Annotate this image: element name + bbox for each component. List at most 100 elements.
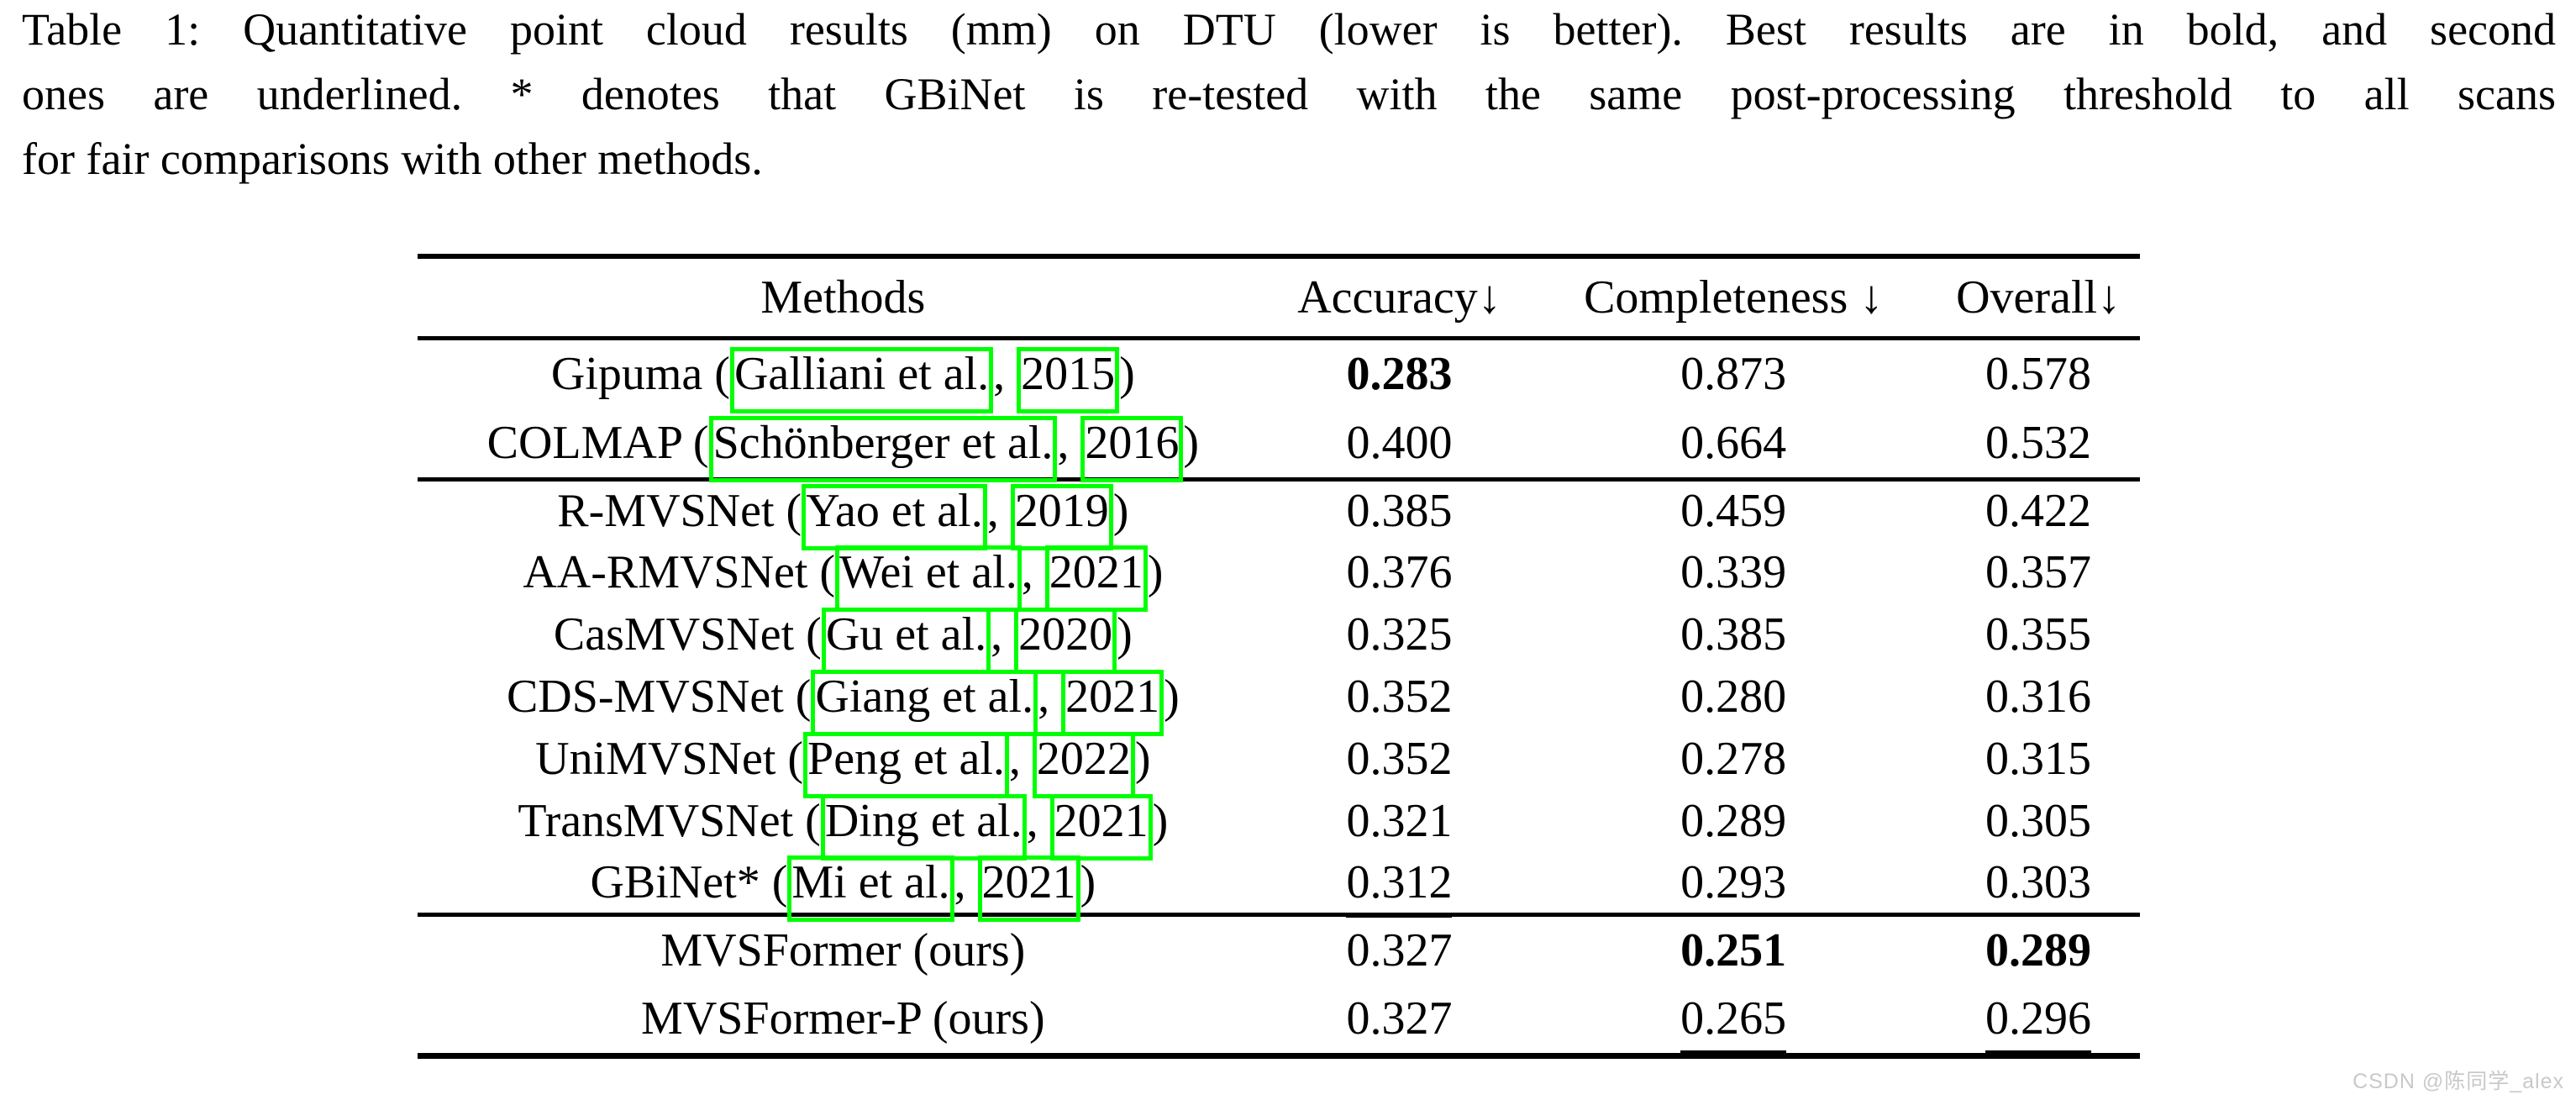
method-cell: COLMAP (Schönberger et al., 2016)	[486, 416, 1200, 469]
metric-value: 0.251	[1680, 924, 1787, 977]
table-group-ours: MVSFormer (ours) 0.327 0.251 0.289 MVSFormer…	[418, 914, 2140, 1055]
metric-value: 0.305	[1985, 795, 2092, 847]
table-group-traditional: Gipuma (Galliani et al., 2015) 0.283 0.873…	[418, 338, 2140, 479]
citation-year-link-box[interactable]: 2022	[1036, 733, 1131, 785]
value-cell: 0.873	[1530, 338, 1937, 408]
value-cell: 0.315	[1937, 728, 2140, 790]
citation-year-link-box[interactable]: 2015	[1021, 348, 1116, 401]
metric-value: 0.664	[1680, 416, 1787, 469]
value-cell: 0.532	[1937, 408, 2140, 479]
value-cell: 0.325	[1269, 603, 1531, 666]
value-cell: 0.376	[1269, 541, 1531, 603]
header-methods: Methods	[760, 271, 926, 324]
metric-value: 0.321	[1346, 795, 1453, 847]
table-row: UniMVSNet (Peng et al., 2022) 0.352 0.278 0…	[418, 728, 2140, 790]
value-cell: 0.578	[1937, 338, 2140, 408]
metric-value: 0.422	[1985, 485, 2092, 538]
metric-value: 0.283	[1346, 348, 1453, 401]
method-cell: AA-RMVSNet (Wei et al., 2021)	[523, 546, 1164, 598]
metric-value: 0.280	[1680, 671, 1787, 723]
value-cell: 0.357	[1937, 541, 2140, 603]
table-row: R-MVSNet (Yao et al., 2019) 0.385 0.459 0.4…	[418, 479, 2140, 541]
metric-value: 0.459	[1680, 485, 1787, 538]
table-row: CasMVSNet (Gu et al., 2020) 0.325 0.385 0.3…	[418, 603, 2140, 666]
citation-author-link-box[interactable]: Wei et al.	[839, 546, 1017, 598]
value-cell: 0.312	[1269, 852, 1531, 918]
method-cell: GBiNet* (Mi et al., 2021)	[590, 855, 1096, 908]
citation-author-link-box[interactable]: Galliani et al.	[733, 348, 990, 401]
citation-author-link-box[interactable]: Schönberger et al.	[712, 416, 1054, 469]
metric-value: 0.327	[1346, 924, 1453, 977]
metric-value: 0.376	[1346, 546, 1453, 598]
metric-value: 0.357	[1985, 546, 2092, 598]
citation-author-link-box[interactable]: Ding et al.	[824, 795, 1023, 847]
citation-year-link-box[interactable]: 2016	[1085, 416, 1180, 469]
metric-value: 0.327	[1346, 992, 1453, 1045]
value-cell: 0.265	[1530, 985, 1937, 1055]
value-cell: 0.289	[1937, 914, 2140, 985]
metric-value: 0.278	[1680, 733, 1787, 785]
metric-value: 0.339	[1680, 546, 1787, 598]
table-header-row: Methods Accuracy↓ Completeness ↓ Overall…	[418, 256, 2140, 338]
caption-line-2: ones are underlined. * denotes that GBiN…	[22, 69, 2556, 119]
method-cell: MVSFormer (ours)	[660, 924, 1026, 977]
table-row: MVSFormer-P (ours) 0.327 0.265 0.296	[418, 985, 2140, 1055]
table-row: Gipuma (Galliani et al., 2015) 0.283 0.873…	[418, 338, 2140, 408]
citation-year-link-box[interactable]: 2021	[1065, 671, 1160, 723]
method-cell: CasMVSNet (Gu et al., 2020)	[553, 608, 1133, 661]
citation-author-link-box[interactable]: Peng et al.	[807, 733, 1005, 785]
metric-value: 0.578	[1985, 348, 2092, 401]
header-completeness: Completeness ↓	[1584, 271, 1884, 324]
metric-value: 0.289	[1680, 795, 1787, 847]
method-cell: TransMVSNet (Ding et al., 2021)	[518, 795, 1169, 847]
value-cell: 0.327	[1269, 914, 1531, 985]
method-cell: MVSFormer-P (ours)	[641, 992, 1045, 1045]
metric-value: 0.532	[1985, 416, 2092, 469]
citation-year-link-box[interactable]: 2021	[1054, 795, 1149, 847]
value-cell: 0.303	[1937, 852, 2140, 914]
metric-value: 0.315	[1985, 733, 2092, 785]
value-cell: 0.251	[1530, 914, 1937, 985]
table-caption: Table 1: Quantitative point cloud result…	[22, 0, 2556, 192]
table-row: COLMAP (Schönberger et al., 2016) 0.400 0.…	[418, 408, 2140, 479]
method-cell: UniMVSNet (Peng et al., 2022)	[535, 733, 1151, 785]
method-cell: R-MVSNet (Yao et al., 2019)	[557, 485, 1129, 538]
metric-value: 0.355	[1985, 608, 2092, 661]
value-cell: 0.305	[1937, 790, 2140, 852]
table-row: CDS-MVSNet (Giang et al., 2021) 0.352 0.28…	[418, 666, 2140, 728]
citation-author-link-box[interactable]: Mi et al.	[791, 855, 950, 908]
citation-author-link-box[interactable]: Giang et al.	[815, 671, 1034, 723]
method-cell: Gipuma (Galliani et al., 2015)	[550, 348, 1135, 401]
caption-line-1: Table 1: Quantitative point cloud result…	[22, 4, 2556, 55]
value-cell: 0.293	[1530, 852, 1937, 914]
value-cell: 0.327	[1269, 985, 1531, 1055]
citation-author-link-box[interactable]: Yao et al.	[806, 485, 983, 538]
metric-value: 0.873	[1680, 348, 1787, 401]
metric-value: 0.385	[1680, 608, 1787, 661]
value-cell: 0.459	[1530, 479, 1937, 541]
table-row: TransMVSNet (Ding et al., 2021) 0.321 0.28…	[418, 790, 2140, 852]
method-cell: CDS-MVSNet (Giang et al., 2021)	[506, 671, 1180, 723]
metric-value: 0.352	[1346, 671, 1453, 723]
value-cell: 0.355	[1937, 603, 2140, 666]
value-cell: 0.321	[1269, 790, 1531, 852]
metric-value: 0.385	[1346, 485, 1453, 538]
value-cell: 0.316	[1937, 666, 2140, 728]
value-cell: 0.385	[1530, 603, 1937, 666]
value-cell: 0.278	[1530, 728, 1937, 790]
metric-value: 0.303	[1985, 855, 2092, 908]
table-row: MVSFormer (ours) 0.327 0.251 0.289	[418, 914, 2140, 985]
caption-line-3: for fair comparisons with other methods.	[22, 134, 763, 184]
value-cell: 0.280	[1530, 666, 1937, 728]
citation-year-link-box[interactable]: 2021	[981, 855, 1076, 908]
value-cell: 0.352	[1269, 666, 1531, 728]
value-cell: 0.283	[1269, 338, 1531, 408]
citation-year-link-box[interactable]: 2021	[1049, 546, 1143, 598]
metric-value: 0.352	[1346, 733, 1453, 785]
citation-year-link-box[interactable]: 2019	[1014, 485, 1109, 538]
value-cell: 0.339	[1530, 541, 1937, 603]
value-cell: 0.296	[1937, 985, 2140, 1055]
citation-author-link-box[interactable]: Gu et al.	[825, 608, 987, 661]
citation-year-link-box[interactable]: 2020	[1018, 608, 1113, 661]
results-table: Methods Accuracy↓ Completeness ↓ Overall…	[418, 254, 2140, 1059]
